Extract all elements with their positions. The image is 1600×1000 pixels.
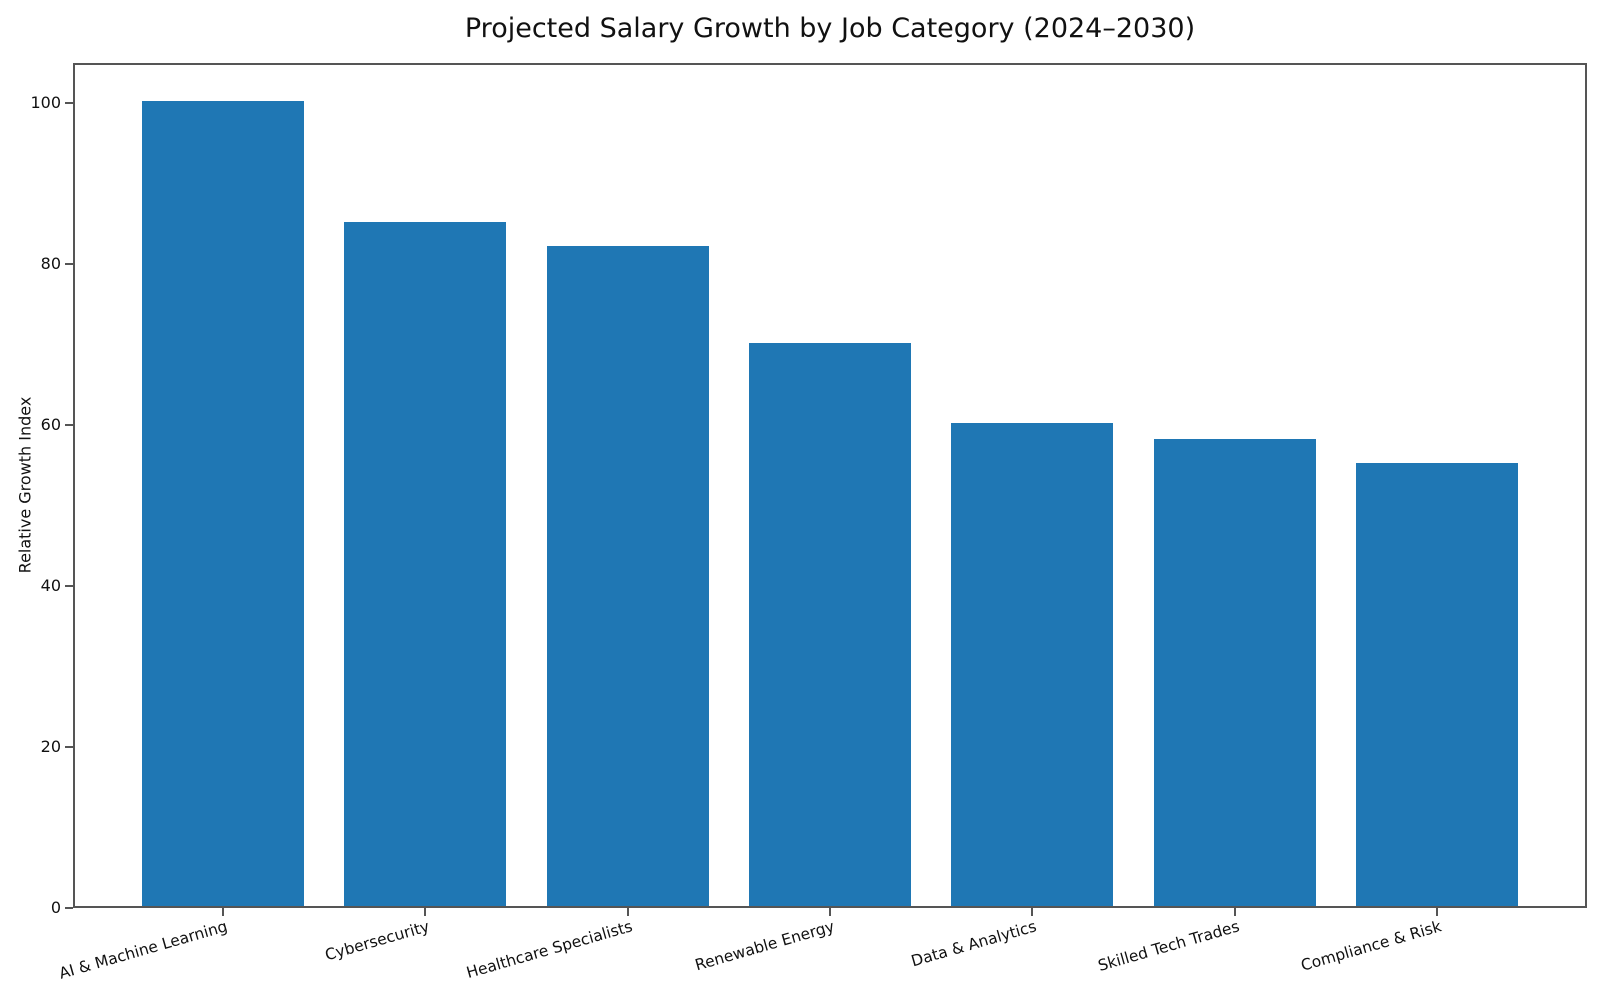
x-tick-mark — [1031, 908, 1034, 916]
y-tick-mark — [65, 585, 73, 588]
x-tick-label: Compliance & Risk — [1298, 917, 1444, 975]
bar-cybersecurity — [344, 221, 507, 906]
x-tick-label: Cybersecurity — [323, 917, 432, 965]
y-tick-label: 20 — [40, 737, 61, 757]
x-tick-mark — [829, 908, 831, 916]
y-tick-label: 40 — [40, 576, 61, 596]
y-tick-mark — [65, 102, 73, 105]
chart-title: Projected Salary Growth by Job Category … — [464, 13, 1196, 44]
y-tick-label: 0 — [50, 898, 61, 917]
bar-data-analytics — [951, 423, 1114, 906]
y-tick-mark — [65, 424, 73, 427]
y-tick-label: 60 — [40, 415, 61, 435]
x-tick-mark — [626, 908, 629, 916]
y-tick-label: 80 — [40, 254, 61, 274]
x-tick-mark — [1435, 908, 1438, 916]
x-tick-label: Healthcare Specialists — [464, 917, 635, 983]
x-tick-label: Data & Analytics — [909, 917, 1039, 971]
x-tick-label: AI & Machine Learning — [57, 917, 230, 983]
y-tick-mark — [65, 263, 73, 266]
x-tick-mark — [424, 908, 427, 916]
bar-renewable-energy — [749, 342, 911, 906]
x-tick-mark — [1233, 908, 1236, 916]
bar-ai-machine-learning — [142, 101, 304, 906]
bar-compliance-risk — [1355, 463, 1518, 906]
y-tick-mark — [65, 746, 73, 749]
bar-skilled-tech-trades — [1153, 439, 1316, 906]
x-tick-label: Skilled Tech Trades — [1095, 917, 1242, 975]
plot-area — [73, 63, 1587, 908]
bar-healthcare-specialists — [546, 246, 709, 906]
x-tick-mark — [222, 908, 225, 916]
y-tick-mark — [65, 907, 73, 909]
x-tick-label: Renewable Energy — [693, 917, 837, 975]
y-tick-label: 100 — [30, 93, 61, 113]
